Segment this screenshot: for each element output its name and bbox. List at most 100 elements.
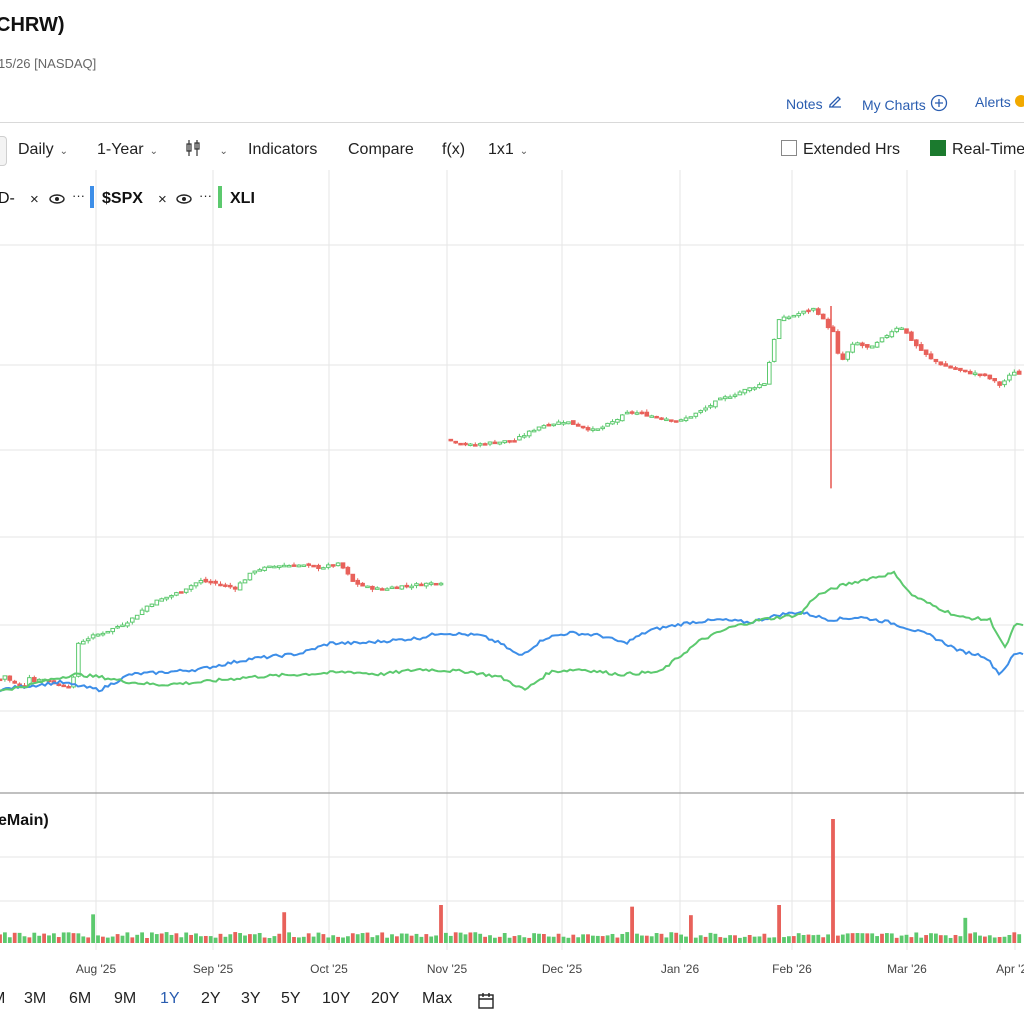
candle <box>350 573 356 582</box>
candle <box>914 339 919 347</box>
candle <box>610 421 615 425</box>
chart-grid <box>0 170 1024 950</box>
volume-bar <box>56 937 61 943</box>
chart-type-dropdown[interactable]: ⌄ <box>185 132 228 168</box>
candle <box>1012 371 1017 376</box>
period-button-max[interactable]: Max <box>422 990 453 1007</box>
candlestick-icon <box>185 140 205 158</box>
alerts-link[interactable]: Alerts <box>975 94 1024 110</box>
candle <box>0 678 3 682</box>
realtime-toggle[interactable]: Real-Time <box>930 132 1024 168</box>
period-button-20y[interactable]: 20Y <box>371 990 400 1007</box>
more-icon[interactable]: ··· <box>199 188 212 203</box>
volume-bar <box>889 933 894 943</box>
candle <box>36 678 42 682</box>
candle <box>149 603 155 607</box>
candle <box>972 372 978 376</box>
candle <box>286 564 292 568</box>
volume-bar <box>522 937 527 943</box>
interval-label: Daily <box>18 141 54 158</box>
more-icon[interactable]: ··· <box>72 188 85 203</box>
candle <box>193 582 199 587</box>
period-button-6m[interactable]: 6M <box>69 990 92 1007</box>
candle <box>105 630 111 634</box>
price-chart[interactable]: Aug '25 Sep '25 Oct '25 Nov '25 Dec '25 Jan '… <box>0 170 1024 980</box>
period-button-1y[interactable]: 1Y <box>160 990 180 1007</box>
volume-bar <box>591 935 595 943</box>
volume-bar <box>600 936 605 943</box>
volume-bar <box>845 933 850 943</box>
candle <box>977 373 983 377</box>
toolbar-menu-button[interactable] <box>0 136 7 166</box>
volume-bar <box>199 936 203 943</box>
chart-legend: D- × ··· $SPX × ··· XLI eMain) <box>0 186 255 829</box>
volume-bar <box>556 933 561 943</box>
eye-icon[interactable] <box>176 194 192 204</box>
period-button-m[interactable]: M <box>0 990 5 1008</box>
period-button-2y[interactable]: 2Y <box>201 990 221 1007</box>
volume-bar <box>924 935 928 943</box>
function-button[interactable]: f(x) <box>442 141 466 158</box>
candle <box>355 579 360 585</box>
volume-bar <box>321 934 326 943</box>
volume-bar <box>429 936 434 943</box>
candle <box>727 396 733 399</box>
volume-bar <box>821 937 826 943</box>
volume-bar <box>860 933 865 943</box>
main-series-label: D- <box>0 190 15 207</box>
volume-bar <box>855 933 860 943</box>
period-button-3m[interactable]: 3M <box>24 990 47 1007</box>
realtime-checkbox[interactable] <box>930 140 946 156</box>
candle <box>771 338 777 362</box>
volume-bar <box>272 936 277 943</box>
volume-bar <box>66 932 71 943</box>
period-button-9m[interactable]: 9M <box>114 990 137 1007</box>
eye-icon[interactable] <box>49 194 65 204</box>
volume-bar <box>86 937 91 943</box>
volume-bar <box>61 932 66 943</box>
close-icon[interactable]: × <box>30 191 39 208</box>
volume-bar <box>542 934 546 943</box>
range-dropdown[interactable]: 1-Year ⌄ <box>97 132 158 168</box>
volume-bar <box>605 935 610 943</box>
notes-link[interactable]: Notes <box>786 94 843 113</box>
candle <box>615 418 620 423</box>
volume-bar <box>32 932 37 943</box>
period-button-10y[interactable]: 10Y <box>322 990 351 1007</box>
interval-dropdown[interactable]: Daily ⌄ <box>18 132 68 168</box>
volume-bar <box>865 933 870 943</box>
series-line-xli <box>0 570 1024 692</box>
candle <box>855 342 860 346</box>
my-charts-link[interactable]: My Charts <box>862 94 948 115</box>
volume-bar <box>919 937 924 943</box>
candle <box>767 361 772 385</box>
candle <box>213 580 218 584</box>
xli-color-swatch <box>218 186 222 208</box>
indicators-button[interactable]: Indicators <box>248 141 318 158</box>
candle <box>997 381 1002 386</box>
close-icon[interactable]: × <box>158 191 167 208</box>
candle <box>375 587 380 590</box>
candle <box>796 313 802 317</box>
candle <box>958 367 963 371</box>
extended-hours-toggle[interactable]: Extended Hrs <box>781 132 900 168</box>
compare-button[interactable]: Compare <box>348 141 414 158</box>
extended-hours-checkbox[interactable] <box>781 140 797 156</box>
candle <box>458 442 463 446</box>
calendar-icon[interactable] <box>477 992 495 1015</box>
layout-dropdown[interactable]: 1x1 ⌄ <box>488 132 528 168</box>
candle <box>938 361 944 366</box>
candle <box>139 609 145 616</box>
volume-bar <box>787 936 791 943</box>
volume-bar <box>796 933 801 943</box>
candle <box>468 443 473 447</box>
period-button-3y[interactable]: 3Y <box>241 990 261 1007</box>
volume-bar <box>12 932 17 943</box>
candle <box>473 444 478 447</box>
volume-bar <box>96 935 100 943</box>
candle <box>345 566 351 575</box>
candle <box>12 680 17 684</box>
period-button-5y[interactable]: 5Y <box>281 990 301 1007</box>
volume-bar <box>257 932 262 943</box>
volume-bar <box>414 933 419 943</box>
